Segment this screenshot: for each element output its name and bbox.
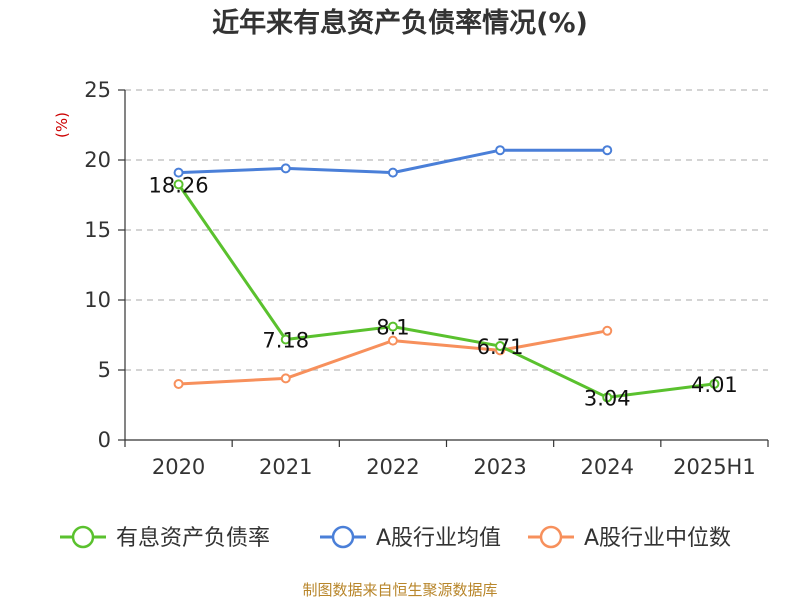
x-tick-label: 2020: [152, 455, 205, 479]
legend-swatch-marker: [71, 525, 95, 549]
y-tick-label: 0: [98, 428, 111, 452]
y-tick-label: 15: [84, 218, 111, 242]
chart-title: 近年来有息资产负债率情况(%): [212, 7, 588, 39]
legend-label: 有息资产负债率: [116, 526, 270, 551]
series-line-0: [177, 183, 715, 399]
data-label: 7.18: [262, 328, 309, 352]
data-point: [173, 167, 184, 178]
x-tick-label: 2024: [581, 455, 634, 479]
y-tick-label: 25: [84, 78, 111, 102]
legend-item-0: 有息资产负债率: [60, 525, 270, 551]
data-point: [495, 145, 506, 156]
legend: 有息资产负债率 A股行业均值 A股行业中位数: [60, 525, 731, 551]
y-axis-unit: (%): [53, 112, 71, 138]
data-point: [495, 341, 506, 352]
data-point: [280, 334, 291, 345]
data-point: [173, 179, 184, 190]
data-label: 3.04: [584, 386, 631, 410]
series-layer: [173, 145, 720, 403]
data-point: [387, 167, 398, 178]
data-point: [173, 379, 184, 389]
data-point: [280, 373, 291, 384]
legend-item-2: A股行业中位数: [528, 525, 731, 551]
y-tick-label: 10: [84, 288, 111, 312]
data-label: 8.1: [376, 316, 409, 340]
legend-label: A股行业中位数: [584, 526, 731, 551]
legend-swatch-marker: [539, 525, 563, 549]
data-point: [280, 163, 291, 174]
legend-swatch-marker: [331, 525, 355, 549]
source-note: 制图数据来自恒生聚源数据库: [302, 581, 497, 599]
x-tick-label: 2021: [259, 455, 312, 479]
data-label-layer: 18.26 7.18 8.1 6.71 3.04 4.01: [149, 173, 738, 410]
data-point: [602, 325, 613, 336]
data-label: 18.26: [149, 173, 209, 197]
data-point: [387, 335, 398, 346]
grid-layer: [125, 89, 768, 371]
y-tick-label: 5: [98, 358, 111, 382]
data-point: [602, 392, 613, 403]
data-label: 4.01: [691, 373, 738, 397]
x-tick-label: 2025H1: [673, 455, 756, 479]
data-label: 6.71: [477, 335, 524, 359]
x-tick-label: 2023: [473, 455, 526, 479]
axis-layer: 0 5 10 15 20 25 2020 2021 2022 2023 2024 2025H1: [84, 78, 769, 479]
legend-label: A股行业均值: [376, 526, 501, 551]
x-tick-label: 2022: [366, 455, 419, 479]
legend-item-1: A股行业均值: [320, 525, 501, 551]
y-tick-label: 20: [84, 148, 111, 172]
data-point: [602, 145, 613, 156]
data-point: [709, 378, 720, 389]
data-point: [387, 321, 398, 332]
